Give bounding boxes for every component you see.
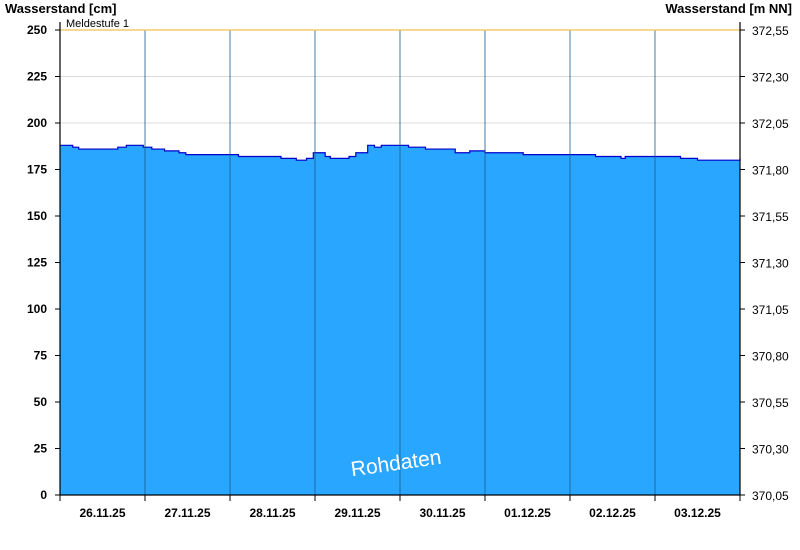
left-tick-label: 100 [27, 302, 47, 316]
x-tick-labels: 26.11.25 27.11.25 28.11.25 29.11.25 30.11.25… [79, 506, 721, 520]
right-tick-label: 371,05 [752, 303, 789, 317]
right-tick-label: 371,55 [752, 210, 789, 224]
right-tick-labels: 370,05 370,30 370,55 370,80 371,05 371,30 371,… [752, 24, 789, 503]
x-tick-label: 26.11.25 [79, 506, 125, 520]
threshold: Meldestufe 1 [60, 18, 740, 31]
left-tick-label: 175 [27, 163, 47, 177]
y-axis-title-left: Wasserstand [cm] [5, 1, 117, 16]
x-tick-label: 02.12.25 [589, 506, 636, 520]
left-tick-label: 200 [27, 116, 47, 130]
x-tick-label: 01.12.25 [504, 506, 551, 520]
right-tick-label: 372,55 [752, 24, 789, 38]
left-tick-label: 125 [27, 256, 47, 270]
x-tick-label: 03.12.25 [674, 506, 721, 520]
left-tick-label: 150 [27, 209, 47, 223]
x-tick-label: 29.11.25 [334, 506, 380, 520]
left-tick-label: 50 [34, 395, 48, 409]
left-tick-labels: 0 25 50 75 100 125 150 175 200 225 250 [27, 23, 47, 502]
right-tick-label: 371,30 [752, 257, 789, 271]
left-tick-label: 75 [34, 349, 48, 363]
right-tick-label: 370,05 [752, 489, 789, 503]
left-tick-label: 25 [34, 442, 48, 456]
day-separators [144, 30, 656, 495]
right-tick-label: 370,55 [752, 396, 789, 410]
x-tick-label: 28.11.25 [249, 506, 295, 520]
axes [55, 22, 745, 501]
series-line [60, 144, 741, 161]
threshold-label: Meldestufe 1 [66, 18, 129, 30]
x-tick-label: 30.11.25 [419, 506, 465, 520]
left-tick-label: 0 [40, 488, 47, 502]
right-tick-label: 371,80 [752, 164, 789, 178]
x-tick-label: 27.11.25 [164, 506, 210, 520]
right-tick-label: 372,05 [752, 117, 789, 131]
right-tick-label: 370,80 [752, 350, 789, 364]
left-tick-label: 225 [27, 70, 47, 84]
right-tick-label: 370,30 [752, 443, 789, 457]
right-tick-label: 372,30 [752, 71, 789, 85]
left-tick-label: 250 [27, 23, 47, 37]
y-axis-title-right: Wasserstand [m NN] [665, 1, 792, 16]
